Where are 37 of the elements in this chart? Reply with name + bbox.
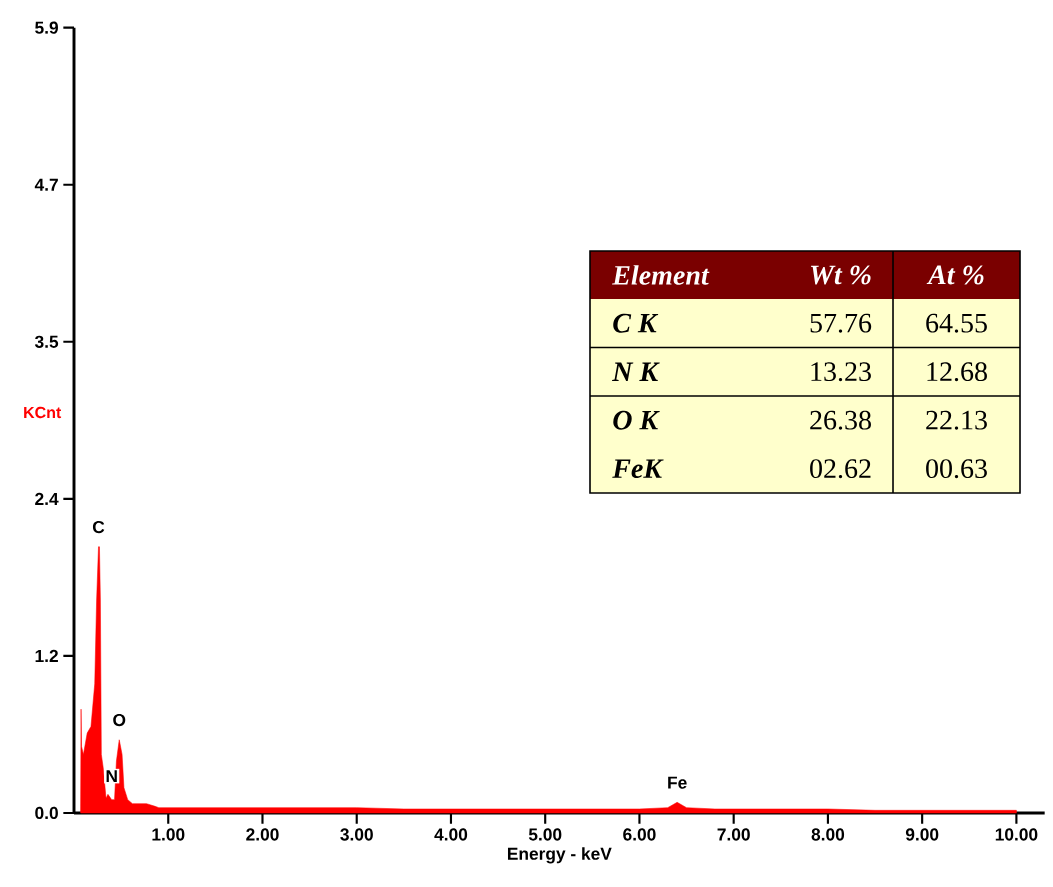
y-tick-label: 3.5 bbox=[34, 335, 59, 348]
annotation: N bbox=[106, 770, 117, 783]
annotation: O bbox=[113, 713, 126, 727]
annotation: Element bbox=[612, 265, 710, 285]
annotation: O K bbox=[613, 410, 660, 430]
x-tick-label: 10.00 bbox=[995, 828, 1038, 841]
y-tick-label: 4.7 bbox=[34, 178, 58, 191]
x-tick-label: 7.00 bbox=[717, 828, 750, 841]
annotation: 00.63 bbox=[926, 459, 987, 479]
x-tick-label: 5.00 bbox=[528, 828, 562, 841]
x-tick-label: 2.00 bbox=[246, 828, 279, 841]
x-tick-label: 1.00 bbox=[152, 828, 185, 841]
y-tick-label: 0.0 bbox=[35, 806, 58, 820]
y-tick-label: 2.4 bbox=[35, 492, 59, 505]
annotation: 12.68 bbox=[927, 362, 987, 382]
annotation: N K bbox=[612, 362, 660, 381]
x-tick-label: 6.00 bbox=[623, 828, 656, 841]
annotation: At % bbox=[926, 265, 984, 285]
annotation: 13.23 bbox=[811, 362, 871, 382]
x-tick-label: 8.00 bbox=[811, 828, 845, 841]
annotation: 02.62 bbox=[810, 459, 871, 479]
annotation: C bbox=[92, 520, 105, 534]
y-tick-label: 5.9 bbox=[35, 21, 58, 34]
annotation: C K bbox=[613, 313, 659, 333]
x-tick-label: 9.00 bbox=[905, 828, 939, 841]
annotation: FeK bbox=[612, 459, 664, 479]
annotation: Fe bbox=[668, 776, 687, 789]
annotation: 22.13 bbox=[926, 410, 987, 430]
x-tick-label: 3.00 bbox=[340, 828, 373, 841]
x-tick-label: 4.00 bbox=[434, 828, 468, 841]
y-tick-label: 1.2 bbox=[35, 649, 58, 662]
annotation: 57.76 bbox=[810, 313, 872, 333]
annotation: 64.55 bbox=[926, 313, 987, 333]
x-axis-title: Energy - keV bbox=[507, 847, 612, 864]
annotation: Wt % bbox=[810, 265, 871, 285]
y-axis-title: KCnt bbox=[24, 406, 62, 419]
annotation: 26.38 bbox=[810, 410, 871, 430]
